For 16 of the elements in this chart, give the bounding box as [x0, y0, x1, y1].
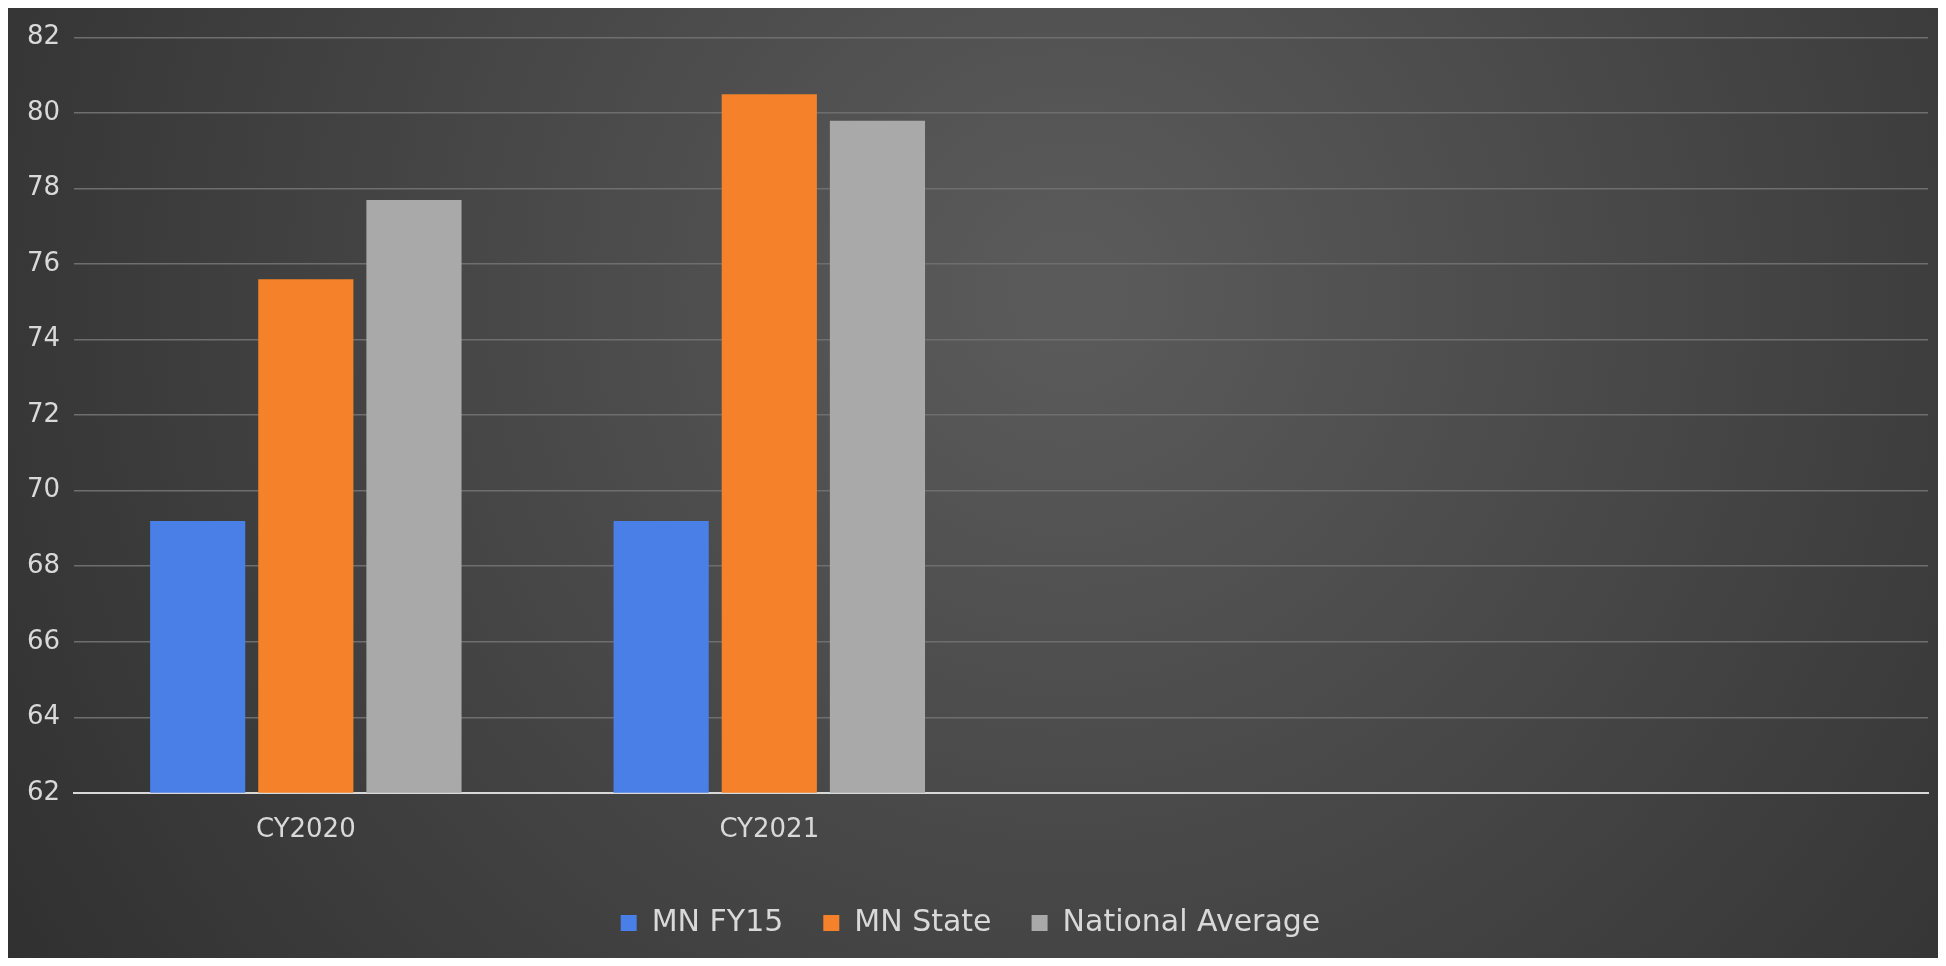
y-tick-label: 70 — [26, 473, 61, 504]
legend-label: National Average — [1062, 902, 1321, 938]
x-tick-label: CY2021 — [719, 813, 820, 844]
y-tick-label: 66 — [26, 624, 61, 655]
legend-label: MN State — [854, 902, 992, 938]
y-tick-label: 78 — [26, 171, 61, 202]
y-tick-label: 82 — [26, 20, 61, 51]
y-tick-label: 62 — [26, 775, 61, 806]
y-tick-label: 72 — [26, 397, 61, 428]
y-tick-label: 74 — [26, 322, 61, 353]
x-tick-label: CY2020 — [255, 813, 356, 844]
legend-label: MN FY15 — [651, 902, 784, 938]
y-tick-label: 80 — [26, 95, 61, 126]
y-tick-label: 68 — [26, 548, 61, 579]
y-tick-label: 76 — [26, 246, 61, 277]
y-tick-label: 64 — [26, 700, 61, 731]
